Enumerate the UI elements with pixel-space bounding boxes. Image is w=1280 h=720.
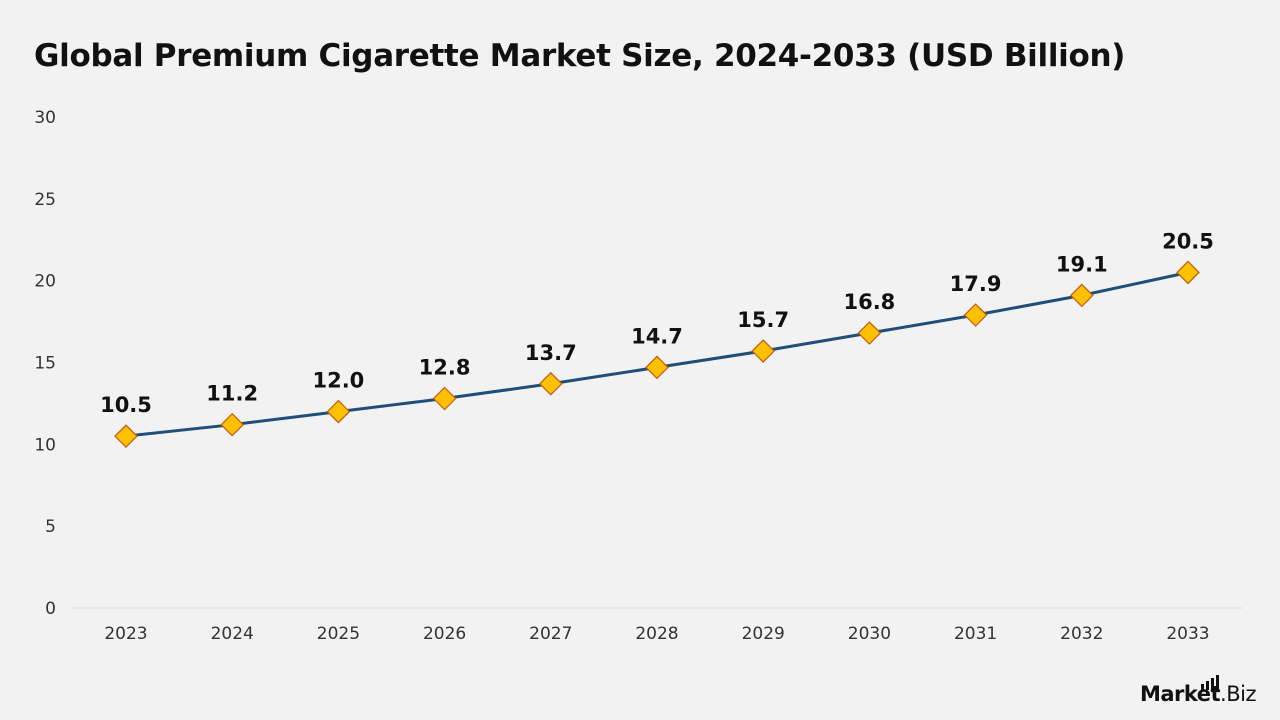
y-tick-label: 30 (34, 108, 56, 128)
data-label: 16.8 (843, 290, 895, 314)
logo-bar-icon (1201, 684, 1204, 690)
data-point-marker (538, 371, 563, 396)
data-point-marker (114, 424, 138, 448)
y-tick-label: 20 (34, 272, 56, 292)
data-label: 14.7 (631, 324, 683, 348)
series-line (125, 271, 1189, 438)
data-point-marker (963, 303, 988, 327)
x-tick-label: 2032 (1060, 624, 1103, 644)
data-point-marker (1069, 283, 1094, 308)
logo-bar-icon (1211, 678, 1214, 690)
x-tick-label: 2023 (104, 624, 147, 644)
y-tick-label: 10 (34, 435, 56, 455)
chart-title: Global Premium Cigarette Market Size, 20… (34, 38, 1126, 74)
y-tick-label: 15 (34, 354, 56, 374)
data-label: 19.1 (1056, 252, 1108, 276)
logo-tld: .Biz (1220, 682, 1256, 706)
y-tick-label: 5 (45, 517, 56, 537)
y-tick-label: 25 (34, 190, 56, 210)
data-point-marker (751, 339, 776, 363)
data-point-marker (326, 399, 351, 424)
x-tick-label: 2031 (954, 624, 997, 644)
data-label: 12.8 (419, 356, 471, 380)
x-tick-label: 2026 (423, 624, 466, 644)
data-label: 11.2 (206, 382, 258, 406)
y-tick-label: 0 (45, 599, 56, 619)
logo-brand: Market (1139, 682, 1221, 706)
data-label: 12.0 (312, 369, 364, 393)
data-label: 10.5 (100, 393, 152, 417)
x-tick-label: 2028 (635, 624, 678, 644)
x-tick-label: 2029 (742, 624, 785, 644)
marketbiz-logo: Market .Biz (1139, 682, 1257, 706)
data-label: 13.7 (525, 341, 577, 365)
x-tick-label: 2025 (317, 624, 360, 644)
data-label: 20.5 (1162, 229, 1214, 253)
x-tick-label: 2030 (848, 624, 891, 644)
data-label: 17.9 (950, 272, 1002, 296)
data-point-marker (857, 321, 882, 345)
data-point-marker (645, 355, 669, 380)
data-label: 15.7 (737, 308, 789, 332)
data-point-marker (1176, 260, 1200, 285)
x-tick-label: 2033 (1166, 624, 1209, 644)
logo-bar-icon (1206, 681, 1209, 690)
logo-bar-icon (1216, 675, 1219, 690)
data-point-marker (220, 412, 245, 437)
data-point-marker (432, 386, 457, 411)
x-tick-label: 2024 (211, 624, 254, 644)
x-tick-label: 2027 (529, 624, 572, 644)
